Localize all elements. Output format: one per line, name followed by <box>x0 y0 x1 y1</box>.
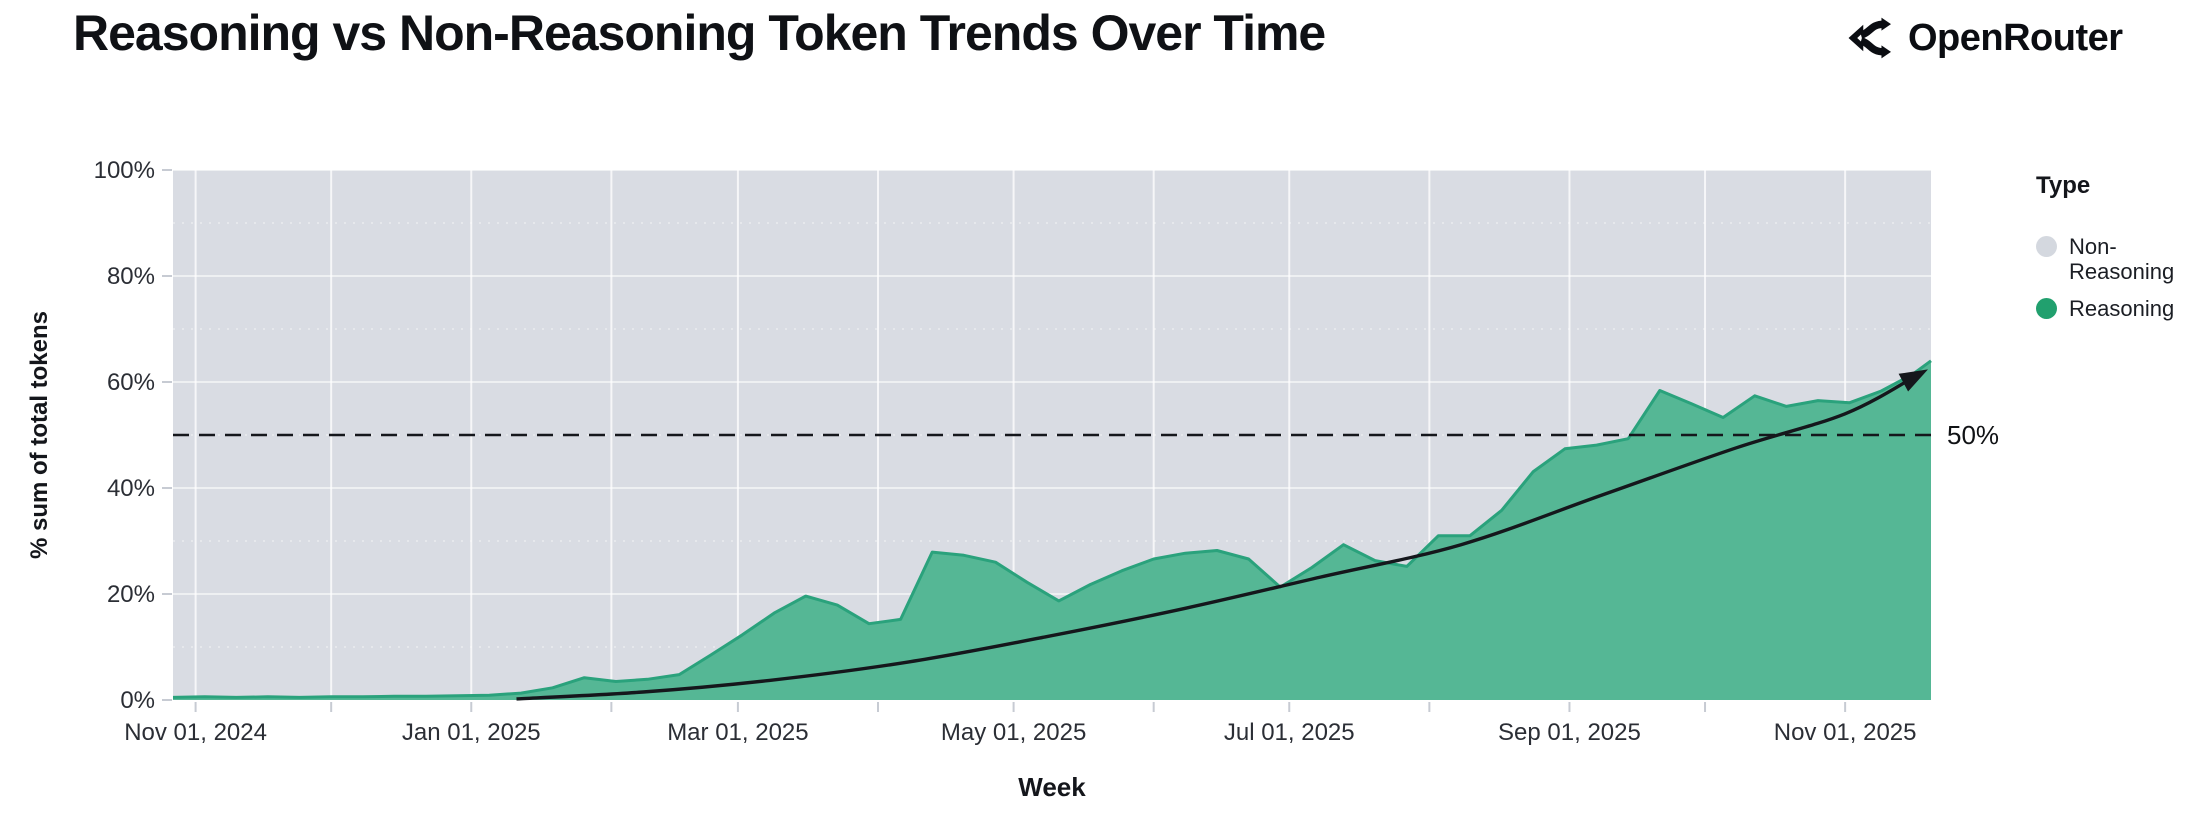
x-tick-label: Jan 01, 2025 <box>402 719 541 746</box>
y-tick-label: 100% <box>94 157 155 184</box>
trend-arrowhead <box>1898 369 1928 392</box>
legend-item-reasoning: Reasoning <box>2036 296 2196 321</box>
x-tick-label: Mar 01, 2025 <box>667 719 808 746</box>
x-tick-label: Nov 01, 2025 <box>1774 719 1917 746</box>
x-axis-title: Week <box>1018 772 1086 802</box>
y-axis-title: % sum of total tokens <box>26 310 53 560</box>
reasoning-area-edge <box>172 359 1932 699</box>
page-title: Reasoning vs Non-Reasoning Token Trends … <box>73 5 1326 61</box>
x-tick-label: Nov 01, 2024 <box>124 719 267 746</box>
x-tick-label: Sep 01, 2025 <box>1498 719 1641 746</box>
reasoning-area <box>173 360 1931 700</box>
y-tick-label: 80% <box>107 263 155 290</box>
legend-title: Type <box>2036 172 2091 199</box>
y-tick-label: 60% <box>107 369 155 396</box>
reasoning-swatch-icon <box>2036 298 2057 319</box>
openrouter-brand: OpenRouter <box>1838 12 2123 64</box>
legend-item-non-reasoning: Non-Reasoning <box>2036 234 2196 284</box>
trend-arrow-curve <box>516 373 1919 701</box>
y-tick-label: 20% <box>107 581 155 608</box>
y-tick-label: 0% <box>120 687 155 714</box>
fifty-percent-reference-label: 50% <box>1947 420 1999 450</box>
x-tick-label: Jul 01, 2025 <box>1224 719 1355 746</box>
legend-item-label: Reasoning <box>2069 296 2175 321</box>
openrouter-logo-icon <box>1848 17 1891 59</box>
legend: Type Non-Reasoning Reasoning <box>2036 172 2196 333</box>
legend-item-label: Non-Reasoning <box>2069 234 2175 284</box>
non-reasoning-swatch-icon <box>2036 236 2057 257</box>
brand-name: OpenRouter <box>1908 16 2123 59</box>
y-tick-label: 40% <box>107 475 155 502</box>
x-tick-label: May 01, 2025 <box>941 719 1086 746</box>
